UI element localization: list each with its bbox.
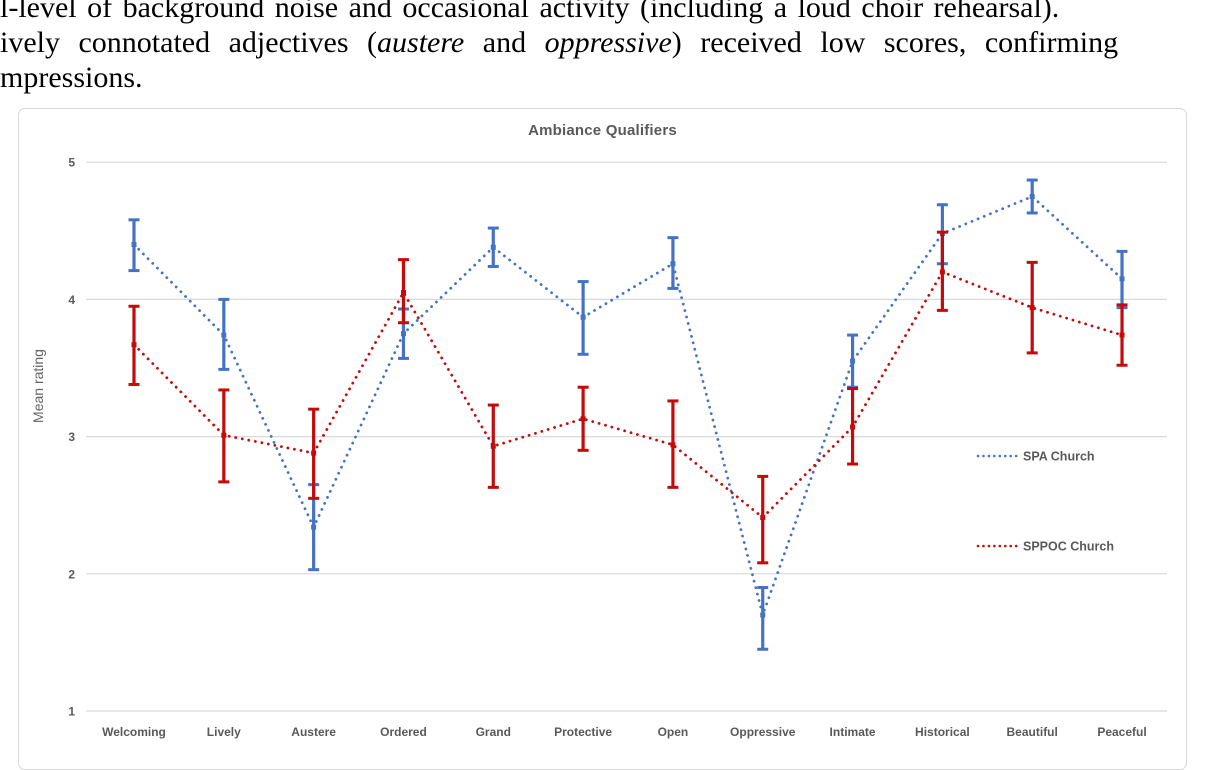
- x-category-label: Peaceful: [1097, 725, 1146, 739]
- x-category-label: Grand: [476, 725, 511, 739]
- y-tick-label: 5: [68, 156, 75, 170]
- chart-plot-area: 5 4 3 2 1 Mean rating Welcoming Lively Austere Or…: [30, 156, 1167, 739]
- data-point-marker-sppoc-church: [850, 424, 856, 430]
- data-point-marker-sppoc-church: [311, 450, 317, 456]
- data-point-marker-sppoc-church: [1029, 305, 1035, 311]
- data-point-marker-spa-church: [760, 612, 766, 618]
- chart-figure: Ambiance Qualifiers 5 4 3 2 1 Mean rating Welc…: [18, 108, 1187, 770]
- legend-label: SPA Church: [1023, 450, 1095, 464]
- paper-line-1: l-level of background noise and occasion…: [0, 0, 1060, 24]
- paper-line-3: mpressions.: [0, 61, 143, 94]
- paper-text: l-level of background noise and occasion…: [0, 0, 1232, 95]
- data-point-marker-spa-church: [1119, 276, 1125, 282]
- data-point-marker-sppoc-church: [760, 515, 766, 521]
- data-point-marker-spa-church: [670, 261, 676, 267]
- x-category-label: Welcoming: [102, 725, 166, 739]
- series-line-sppoc-church: [132, 270, 1124, 520]
- text-segment-italic: oppressive: [544, 26, 672, 59]
- data-point-marker-sppoc-church: [221, 432, 227, 438]
- legend-label: SPPOC Church: [1023, 540, 1114, 554]
- x-category-label: Open: [658, 725, 689, 739]
- data-point-marker-spa-church: [580, 314, 586, 320]
- series-line-spa-church: [132, 194, 1124, 620]
- x-category-label: Beautiful: [1007, 725, 1058, 739]
- y-tick-label: 3: [68, 430, 75, 444]
- text-segment: and: [464, 26, 545, 59]
- y-axis-title: Mean rating: [30, 349, 46, 423]
- data-point-marker-spa-church: [850, 358, 856, 364]
- data-point-marker-spa-church: [221, 332, 227, 338]
- data-point-marker-sppoc-church: [670, 442, 676, 448]
- y-tick-label: 1: [68, 705, 75, 719]
- data-point-marker-sppoc-church: [1119, 332, 1125, 338]
- text-segment-italic: austere: [377, 26, 465, 59]
- data-point-marker-sppoc-church: [400, 290, 406, 296]
- data-point-marker-spa-church: [1029, 194, 1035, 199]
- chart-title: Ambiance Qualifiers: [528, 122, 677, 139]
- data-point-marker-sppoc-church: [580, 416, 586, 422]
- data-point-marker-sppoc-church: [131, 342, 137, 348]
- data-point-marker-sppoc-church: [939, 269, 945, 275]
- x-category-label: Lively: [207, 725, 241, 739]
- x-category-label: Intimate: [830, 725, 876, 739]
- paper-line-2: ively connotated adjectives (austere and…: [0, 25, 1232, 60]
- data-point-marker-sppoc-church: [490, 443, 496, 449]
- data-point-marker-spa-church: [311, 524, 317, 530]
- data-point-marker-spa-church: [131, 242, 137, 248]
- data-point-marker-spa-church: [400, 331, 406, 337]
- data-point-marker-spa-church: [490, 244, 496, 250]
- x-category-label: Protective: [554, 725, 612, 739]
- text-segment: ) received low scores, confirming: [671, 26, 1119, 59]
- x-category-label: Ordered: [380, 725, 427, 739]
- y-tick-label: 2: [68, 567, 75, 581]
- text-segment: ively connotated adjectives (: [0, 26, 378, 59]
- x-category-label: Oppressive: [730, 725, 796, 739]
- x-category-label: Historical: [915, 725, 970, 739]
- x-category-label: Austere: [291, 725, 336, 739]
- y-tick-label: 4: [68, 293, 75, 307]
